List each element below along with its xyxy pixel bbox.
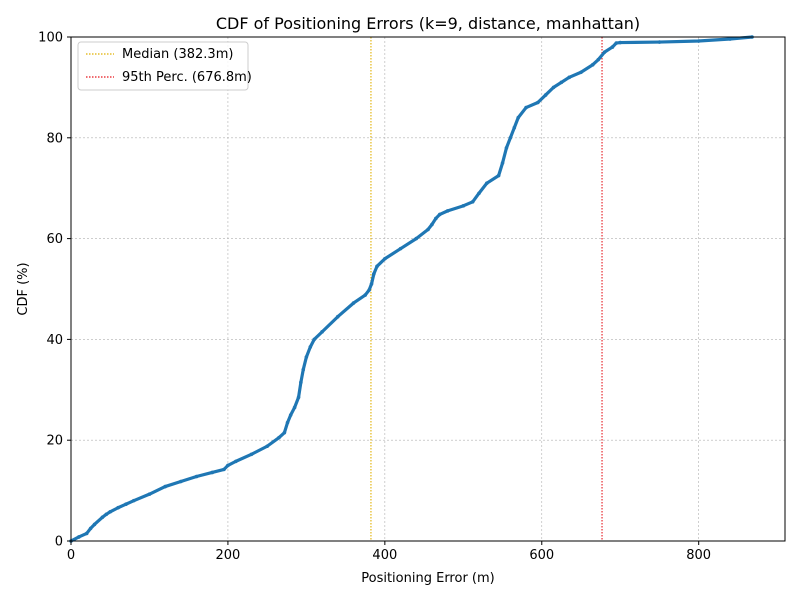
cdf-data-point bbox=[351, 301, 356, 305]
cdf-data-point bbox=[369, 282, 374, 286]
cdf-data-point bbox=[92, 522, 97, 527]
x-tick-label: 400 bbox=[372, 548, 397, 563]
cdf-data-point bbox=[696, 39, 701, 43]
x-tick-label: 0 bbox=[67, 548, 75, 563]
cdf-data-point bbox=[590, 62, 595, 67]
cdf-data-point bbox=[222, 467, 226, 472]
cdf-data-point bbox=[100, 515, 105, 520]
cdf-data-point bbox=[536, 100, 540, 105]
cdf-data-point bbox=[543, 93, 548, 97]
cdf-data-point bbox=[516, 115, 521, 120]
legend-p95-label: 95th Perc. (676.8m) bbox=[122, 70, 252, 85]
cdf-data-point bbox=[434, 216, 438, 221]
cdf-data-point bbox=[367, 288, 371, 292]
cdf-data-point bbox=[285, 420, 290, 425]
y-tick-label: 20 bbox=[46, 434, 63, 449]
cdf-data-point bbox=[210, 470, 215, 475]
cdf-data-point bbox=[596, 57, 601, 62]
cdf-data-point bbox=[559, 80, 564, 85]
cdf-data-point bbox=[116, 505, 120, 510]
cdf-data-point bbox=[77, 535, 81, 539]
cdf-data-point bbox=[551, 85, 556, 90]
cdf-data-point bbox=[131, 498, 136, 503]
cdf-data-point bbox=[414, 236, 419, 241]
plot-frame bbox=[70, 36, 786, 542]
cdf-data-point bbox=[372, 272, 376, 276]
legend-box bbox=[77, 41, 249, 91]
legend: Median (382.3m) 95th Perc. (676.8m) bbox=[77, 41, 252, 91]
y-axis-label: CDF (%) bbox=[16, 262, 31, 315]
x-tick-label: 200 bbox=[216, 548, 241, 563]
y-tick-label: 80 bbox=[46, 131, 63, 146]
cdf-data-point bbox=[614, 41, 619, 45]
cdf-data-point bbox=[398, 246, 403, 251]
x-tick-label: 800 bbox=[686, 548, 711, 563]
cdf-data-point bbox=[84, 531, 89, 536]
cdf-data-point bbox=[477, 191, 481, 196]
y-tick-label: 60 bbox=[46, 232, 63, 247]
cdf-data-point bbox=[445, 209, 450, 213]
cdf-data-point bbox=[277, 435, 281, 440]
cdf-data-point bbox=[524, 105, 528, 110]
cdf-data-point bbox=[179, 479, 183, 484]
x-axis-label: Positioning Error (m) bbox=[361, 571, 494, 586]
cdf-data-point bbox=[383, 256, 387, 261]
cdf-data-point bbox=[496, 173, 501, 178]
cdf-data-point bbox=[437, 212, 442, 217]
cdf-data-point bbox=[88, 526, 93, 531]
cdf-data-point bbox=[296, 395, 301, 400]
legend-median-label: Median (382.3m) bbox=[122, 47, 233, 62]
cdf-data-point bbox=[304, 355, 309, 359]
cdf-series-line bbox=[69, 35, 754, 543]
cdf-data-point bbox=[194, 474, 199, 479]
cdf-data-point bbox=[500, 161, 505, 165]
cdf-data-point bbox=[312, 337, 317, 342]
cdf-data-point bbox=[470, 200, 475, 204]
cdf-data-point bbox=[363, 293, 368, 297]
cdf-data-point bbox=[426, 227, 430, 232]
cdf-data-point bbox=[124, 502, 128, 507]
cdf-data-point bbox=[508, 136, 513, 140]
cdf-data-point bbox=[375, 264, 379, 269]
x-tick-label: 600 bbox=[529, 548, 554, 563]
cdf-data-point bbox=[292, 405, 297, 410]
cdf-data-point bbox=[233, 459, 238, 464]
y-tick-label: 100 bbox=[38, 31, 63, 46]
cdf-data-point bbox=[335, 314, 340, 319]
cdf-data-point bbox=[579, 70, 583, 75]
cdf-data-point bbox=[504, 146, 509, 150]
cdf-data-point bbox=[657, 40, 662, 44]
y-tick-label: 40 bbox=[46, 333, 63, 348]
cdf-data-point bbox=[226, 463, 230, 468]
cdf-data-point bbox=[430, 222, 434, 227]
cdf-data-point bbox=[104, 512, 109, 517]
cdf-data-point bbox=[618, 40, 623, 45]
cdf-data-point bbox=[602, 50, 607, 54]
cdf-data-point bbox=[282, 430, 287, 435]
chart-title: CDF of Positioning Errors (k=9, distance… bbox=[216, 14, 640, 33]
cdf-data-point bbox=[728, 37, 732, 41]
cdf-data-point bbox=[108, 509, 113, 514]
cdf-data-point bbox=[320, 330, 324, 334]
y-tick-label: 0 bbox=[55, 535, 63, 550]
cdf-data-point bbox=[301, 367, 306, 372]
cdf-data-point bbox=[249, 452, 254, 457]
cdf-data-point bbox=[163, 484, 167, 489]
cdf-data-point bbox=[512, 125, 517, 130]
cdf-data-point bbox=[610, 45, 615, 49]
cdf-data-point bbox=[567, 75, 572, 80]
cdf-data-point bbox=[308, 345, 313, 349]
cdf-data-point bbox=[485, 181, 489, 185]
cdf-data-point bbox=[288, 413, 293, 417]
cdf-data-point bbox=[265, 444, 269, 449]
cdf-data-point bbox=[461, 204, 466, 208]
cdf-data-point bbox=[147, 492, 152, 496]
cdf-data-point bbox=[299, 380, 303, 385]
